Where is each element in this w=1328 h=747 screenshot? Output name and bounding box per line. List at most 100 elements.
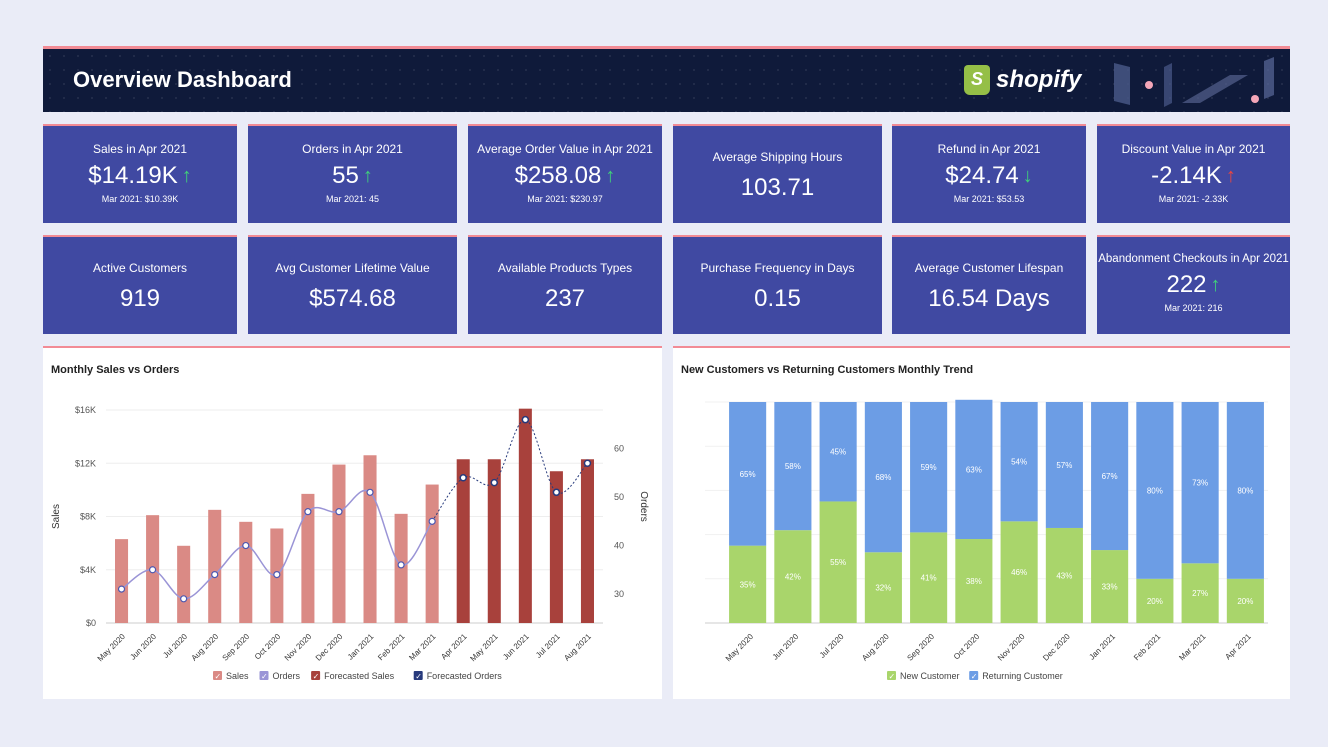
arrow-up-icon: ↑	[181, 164, 192, 187]
y-axis-label: Sales	[51, 504, 62, 529]
kpi-card-customer-lifespan[interactable]: Average Customer Lifespan 16.54 Days	[892, 235, 1086, 334]
legend-swatch	[213, 671, 222, 680]
kpi-comparison: Mar 2021: 216	[1164, 303, 1223, 313]
shopify-logo: S shopify	[964, 65, 1081, 95]
kpi-label: Abandonment Checkouts in Apr 2021	[1098, 253, 1289, 265]
kpi-value: 16.54 Days	[928, 285, 1050, 312]
new-customer-bar	[864, 552, 902, 623]
new-customer-bar	[1226, 578, 1264, 623]
x-tick-label: May 2021	[468, 632, 500, 664]
kpi-value: $258.08	[514, 162, 602, 189]
customers-trend-panel: New Customers vs Returning Customers Mon…	[673, 346, 1290, 699]
new-customer-bar	[819, 501, 857, 623]
sales-bar	[177, 545, 191, 623]
arrow-down-icon: ↓	[1022, 164, 1033, 187]
orders-line	[121, 489, 433, 600]
returning-customer-bar	[864, 402, 902, 553]
sales-bar	[301, 493, 315, 623]
x-tick-label: May 2020	[96, 632, 128, 664]
kpi-card-refund[interactable]: Refund in Apr 2021 $24.74 ↓ Mar 2021: $53…	[892, 124, 1086, 223]
kpi-label: Average Order Value in Apr 2021	[477, 142, 653, 156]
orders-point	[211, 570, 219, 579]
sales-bar	[332, 464, 346, 623]
kpi-value: 0.15	[754, 285, 801, 312]
kpi-comparison: Mar 2021: -2.33K	[1158, 194, 1229, 204]
kpi-card-active-customers[interactable]: Active Customers 919	[43, 235, 237, 334]
data-label: 27%	[1192, 589, 1208, 598]
orders-point	[242, 541, 250, 550]
forecast-orders-point	[583, 459, 592, 467]
x-tick-label: Apr 2021	[439, 632, 469, 662]
legend-swatch	[259, 671, 269, 680]
kpi-card-aov[interactable]: Average Order Value in Apr 2021 $258.08 ↑…	[468, 124, 662, 223]
y-tick-label: $0	[86, 618, 96, 628]
kpi-comparison: Mar 2021: $10.39K	[101, 194, 179, 204]
x-tick-label: Jan 2021	[346, 632, 376, 662]
kpi-card-product-types[interactable]: Available Products Types 237	[468, 235, 662, 334]
orders-point	[117, 585, 126, 593]
kpi-label: Discount Value in Apr 2021	[1121, 142, 1266, 156]
kpi-label: Average Customer Lifespan	[914, 261, 1064, 275]
arrow-up-icon: ↑	[605, 164, 616, 187]
data-label: 43%	[1056, 571, 1072, 580]
kpi-value: 103.71	[740, 174, 815, 201]
y-tick-label: $12K	[75, 458, 96, 468]
orders-point	[397, 561, 405, 569]
legend-swatch	[311, 671, 321, 680]
new-customer-bar	[1181, 563, 1219, 623]
legend-label: Returning Customer	[982, 671, 1063, 681]
forecast-sales-bar	[487, 459, 501, 623]
kpi-card-orders[interactable]: Orders in Apr 2021 55 ↑ Mar 2021: 45	[248, 124, 457, 223]
x-tick-label: Sep 2020	[221, 632, 252, 663]
x-tick-label: Jul 2021	[534, 632, 562, 660]
sales-orders-panel: Monthly Sales vs Orders $0 $4K $8K $12K $16K…	[43, 346, 662, 699]
legend-label: Forecasted Sales	[324, 671, 395, 681]
new-customer-bar	[1136, 578, 1174, 623]
x-tick-label: Mar 2021	[1177, 632, 1208, 663]
kpi-card-discount[interactable]: Discount Value in Apr 2021 -2.14K ↑ Mar 2…	[1097, 124, 1290, 223]
kpi-card-sales[interactable]: Sales in Apr 2021 $14.19K ↑ Mar 2021: $10…	[43, 124, 237, 223]
orders-point	[428, 517, 436, 525]
kpi-comparison: Mar 2021: 45	[325, 194, 380, 204]
x-tick-label: Mar 2021	[407, 632, 438, 663]
forecast-sales-bar	[456, 459, 470, 623]
data-label: 45%	[830, 448, 846, 457]
forecast-sales-bar	[580, 459, 594, 623]
kpi-label: Average Shipping Hours	[712, 150, 843, 164]
kpi-card-purchase-frequency[interactable]: Purchase Frequency in Days 0.15	[673, 235, 882, 334]
data-label: 63%	[966, 465, 982, 474]
y-tick-label: $16K	[75, 405, 96, 415]
data-label: 32%	[875, 584, 891, 593]
kpi-value: $14.19K	[88, 162, 178, 189]
returning-customer-bar	[955, 399, 993, 540]
kpi-value: 237	[544, 285, 586, 312]
kpi-card-abandonment[interactable]: Abandonment Checkouts in Apr 2021 222 ↑ M…	[1097, 235, 1290, 334]
forecast-orders-point	[459, 474, 467, 482]
data-label: 80%	[1237, 486, 1253, 495]
legend-label: New Customer	[900, 671, 960, 681]
data-label: 68%	[875, 473, 891, 482]
legend-swatch	[413, 671, 423, 680]
forecast-sales-bar	[549, 471, 563, 623]
brand-name: shopify	[996, 66, 1082, 93]
returning-customer-bar	[1091, 402, 1129, 551]
orders-point	[273, 570, 281, 579]
data-label: 73%	[1192, 479, 1208, 488]
forecast-sales-bar	[518, 408, 532, 623]
data-label: 80%	[1147, 486, 1163, 495]
kpi-value: $24.74	[945, 162, 1019, 189]
x-tick-label: Jul 2020	[161, 632, 189, 660]
sales-orders-chart: $0 $4K $8K $12K $16K 30 40 50 60 Sales Orders May 2…	[51, 405, 649, 681]
new-customer-bar	[1000, 521, 1038, 623]
data-label: 54%	[1011, 458, 1027, 467]
kpi-label: Sales in Apr 2021	[92, 142, 188, 156]
kpi-card-shipping-hours[interactable]: Average Shipping Hours 103.71	[673, 124, 882, 223]
page-title: Overview Dashboard	[73, 67, 292, 92]
data-label: 67%	[1102, 472, 1118, 481]
kpi-comparison: Mar 2021: $230.97	[527, 194, 603, 204]
sales-bar	[208, 509, 222, 623]
data-label: 55%	[830, 558, 846, 567]
data-label: 57%	[1056, 461, 1072, 470]
kpi-card-lifetime-value[interactable]: Avg Customer Lifetime Value $574.68	[248, 235, 457, 334]
returning-customer-bar	[1226, 402, 1264, 579]
